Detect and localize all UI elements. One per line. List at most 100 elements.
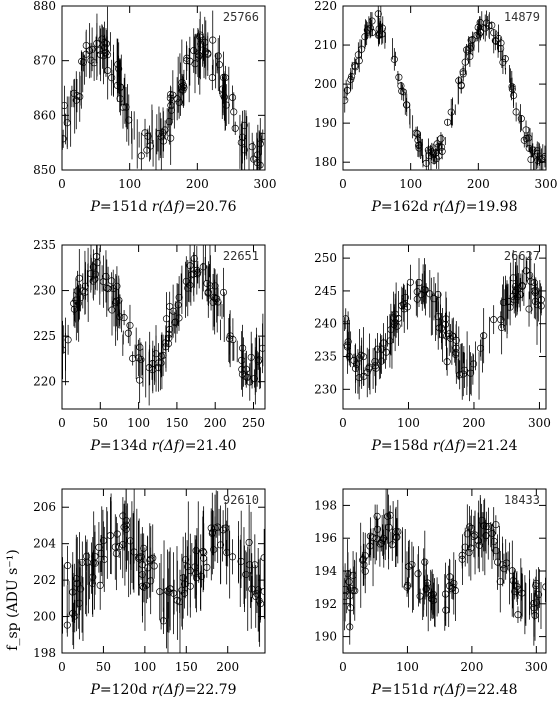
data-point bbox=[442, 332, 451, 340]
data-point bbox=[92, 252, 101, 261]
data-point bbox=[463, 530, 471, 538]
data-point bbox=[137, 356, 145, 364]
x-tick-label: 300 bbox=[535, 177, 558, 191]
data-point bbox=[112, 299, 120, 307]
data-point bbox=[398, 87, 406, 95]
caption-r-label: r(Δf) bbox=[147, 438, 184, 454]
data-point bbox=[475, 541, 483, 549]
data-point bbox=[480, 522, 488, 530]
data-point bbox=[426, 290, 434, 298]
data-point bbox=[457, 82, 465, 90]
data-point bbox=[517, 115, 525, 123]
x-tick-label: 100 bbox=[133, 660, 156, 674]
y-tick-label: 245 bbox=[314, 284, 337, 298]
data-point bbox=[230, 108, 238, 116]
data-point bbox=[89, 277, 97, 285]
data-points bbox=[62, 489, 265, 653]
data-point bbox=[223, 548, 231, 557]
data-points bbox=[343, 6, 546, 170]
y-tick-label: 235 bbox=[33, 238, 56, 252]
panel-26627: 0 100 200 300 230 235 240 245 250 26627 P=158d r(Δ… bbox=[314, 244, 551, 454]
data-point bbox=[226, 332, 234, 340]
x-tick-label: 150 bbox=[175, 660, 198, 674]
data-point bbox=[359, 556, 367, 564]
data-point bbox=[445, 582, 454, 590]
y-tick-label: 220 bbox=[33, 375, 56, 389]
data-point bbox=[138, 561, 146, 569]
y-tick-label: 225 bbox=[33, 329, 56, 343]
data-point bbox=[182, 277, 190, 285]
data-point bbox=[62, 346, 67, 354]
data-point bbox=[351, 364, 360, 372]
data-point bbox=[399, 88, 407, 96]
x-tick-label: 100 bbox=[397, 416, 420, 430]
data-point bbox=[245, 538, 253, 546]
data-point bbox=[71, 612, 79, 620]
data-point bbox=[196, 31, 204, 39]
data-point bbox=[175, 98, 183, 106]
data-point bbox=[91, 270, 100, 278]
data-point bbox=[208, 529, 216, 538]
data-point bbox=[366, 532, 374, 540]
data-point bbox=[465, 523, 474, 531]
panel-frame bbox=[61, 488, 266, 654]
data-point bbox=[531, 297, 539, 305]
data-point bbox=[100, 555, 108, 563]
caption-r-label: r(Δf) bbox=[428, 438, 465, 454]
data-point bbox=[63, 621, 71, 629]
data-point bbox=[513, 583, 521, 591]
data-point bbox=[481, 24, 489, 32]
data-point bbox=[511, 282, 519, 291]
data-point bbox=[508, 85, 516, 93]
data-point bbox=[504, 297, 512, 306]
data-point bbox=[204, 50, 212, 58]
data-point bbox=[402, 101, 411, 109]
caption-period-symbol: P bbox=[370, 199, 381, 215]
data-point bbox=[222, 524, 230, 532]
x-tick-label: 200 bbox=[186, 177, 209, 191]
data-point bbox=[167, 134, 175, 142]
data-point bbox=[422, 585, 430, 593]
data-point bbox=[348, 73, 356, 81]
data-point bbox=[115, 65, 123, 73]
data-point bbox=[120, 523, 128, 531]
data-point bbox=[413, 295, 421, 303]
caption-r-value: =21.40 bbox=[185, 438, 237, 454]
caption-period-value: =162d bbox=[381, 199, 428, 215]
panel-18433: 0 100 200 300 190 192 194 196 198 18433 P=151d r(Δ… bbox=[314, 488, 548, 698]
data-point bbox=[345, 578, 353, 586]
x-tick-label: 0 bbox=[58, 177, 66, 191]
data-point bbox=[219, 73, 228, 82]
data-point bbox=[518, 282, 526, 290]
caption-period-symbol: P bbox=[89, 199, 100, 215]
period-caption: P=162d r(Δf)=19.98 bbox=[370, 199, 517, 215]
caption-period-symbol: P bbox=[370, 438, 381, 454]
star-id-label: 26627 bbox=[504, 249, 540, 263]
data-point bbox=[87, 56, 95, 64]
data-point bbox=[390, 321, 398, 329]
data-point bbox=[437, 135, 445, 143]
x-tick-label: 0 bbox=[58, 660, 66, 674]
data-point bbox=[500, 565, 508, 573]
data-point bbox=[343, 96, 349, 104]
data-point bbox=[159, 617, 168, 625]
data-point bbox=[83, 558, 91, 566]
data-point bbox=[351, 63, 359, 71]
data-point bbox=[111, 543, 119, 551]
data-point bbox=[88, 579, 96, 587]
data-point bbox=[432, 155, 440, 163]
data-point bbox=[406, 278, 414, 286]
data-points bbox=[62, 6, 265, 170]
data-point bbox=[490, 316, 498, 324]
caption-r-label: r(Δf) bbox=[147, 682, 184, 698]
caption-period-value: =134d bbox=[100, 438, 147, 454]
data-point bbox=[429, 590, 437, 598]
x-tick-label: 300 bbox=[525, 660, 548, 674]
data-point bbox=[343, 315, 350, 323]
data-point bbox=[448, 332, 456, 340]
x-tick-label: 100 bbox=[118, 177, 141, 191]
data-point bbox=[537, 302, 545, 310]
data-point bbox=[260, 554, 265, 562]
data-point bbox=[219, 288, 228, 296]
